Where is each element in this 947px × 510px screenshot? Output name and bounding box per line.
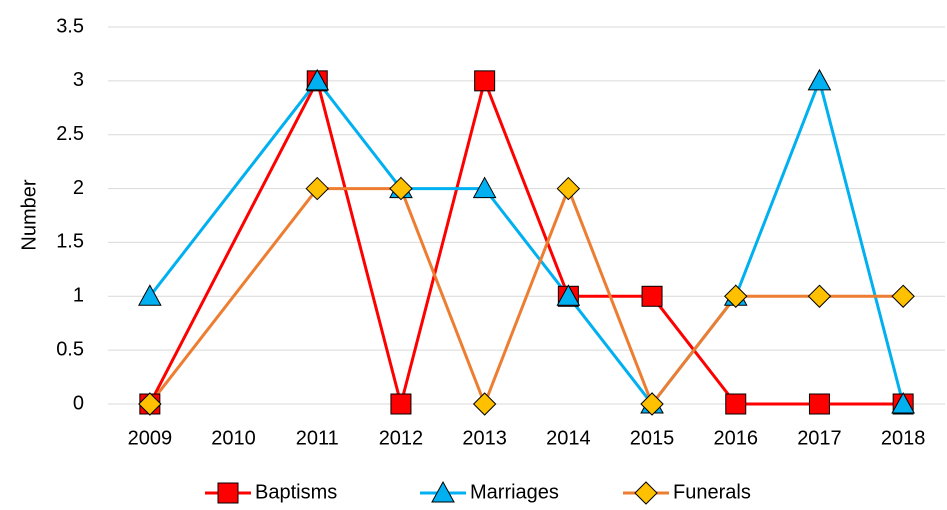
marker: [807, 284, 832, 308]
x-tick-label: 2015: [630, 427, 675, 449]
x-tick-label: 2011: [296, 427, 339, 449]
marker: [390, 393, 412, 415]
marker: [474, 70, 496, 92]
marker: [305, 68, 330, 91]
legend-item: Funerals: [623, 481, 751, 505]
legend-label: Marriages: [470, 481, 559, 503]
marker: [807, 68, 832, 91]
marker: [724, 284, 748, 308]
y-tick-label: 1: [73, 285, 84, 307]
marker: [891, 284, 915, 308]
x-tick-label: 2018: [881, 427, 926, 449]
legend-marker: [431, 480, 455, 503]
legend-marker: [217, 482, 239, 504]
x-tick-label: 2012: [379, 427, 424, 449]
marker: [556, 176, 581, 201]
y-axis-label: Number: [18, 179, 40, 250]
x-tick-label: 2014: [546, 427, 591, 449]
marker: [389, 176, 413, 201]
marker: [808, 393, 830, 415]
marker: [472, 176, 497, 199]
marker: [725, 393, 747, 415]
marker: [138, 392, 162, 416]
marker: [640, 392, 664, 416]
y-tick-label: 1.5: [56, 231, 84, 253]
x-tick-label: 2017: [797, 427, 842, 449]
legend-item: Baptisms: [205, 481, 337, 504]
marker: [305, 176, 329, 201]
legend-marker: [634, 481, 658, 505]
y-tick-label: 0.5: [56, 338, 84, 360]
legend-label: Baptisms: [255, 481, 337, 503]
y-tick-label: 3: [73, 69, 84, 91]
legend-item: Marriages: [420, 480, 559, 503]
x-tick-label: 2010: [211, 427, 256, 449]
x-tick-label: 2016: [714, 427, 759, 449]
x-tick-label: 2009: [128, 427, 173, 449]
marker: [138, 284, 162, 306]
y-tick-label: 0: [73, 392, 84, 414]
x-tick-label: 2013: [462, 427, 507, 449]
y-tick-label: 2: [73, 177, 84, 199]
y-tick-label: 2.5: [56, 123, 84, 145]
marker: [472, 392, 497, 416]
marker: [891, 391, 915, 414]
legend-label: Funerals: [673, 481, 751, 503]
marker: [641, 285, 663, 307]
marker: [556, 284, 581, 306]
y-tick-label: 3.5: [56, 15, 84, 37]
